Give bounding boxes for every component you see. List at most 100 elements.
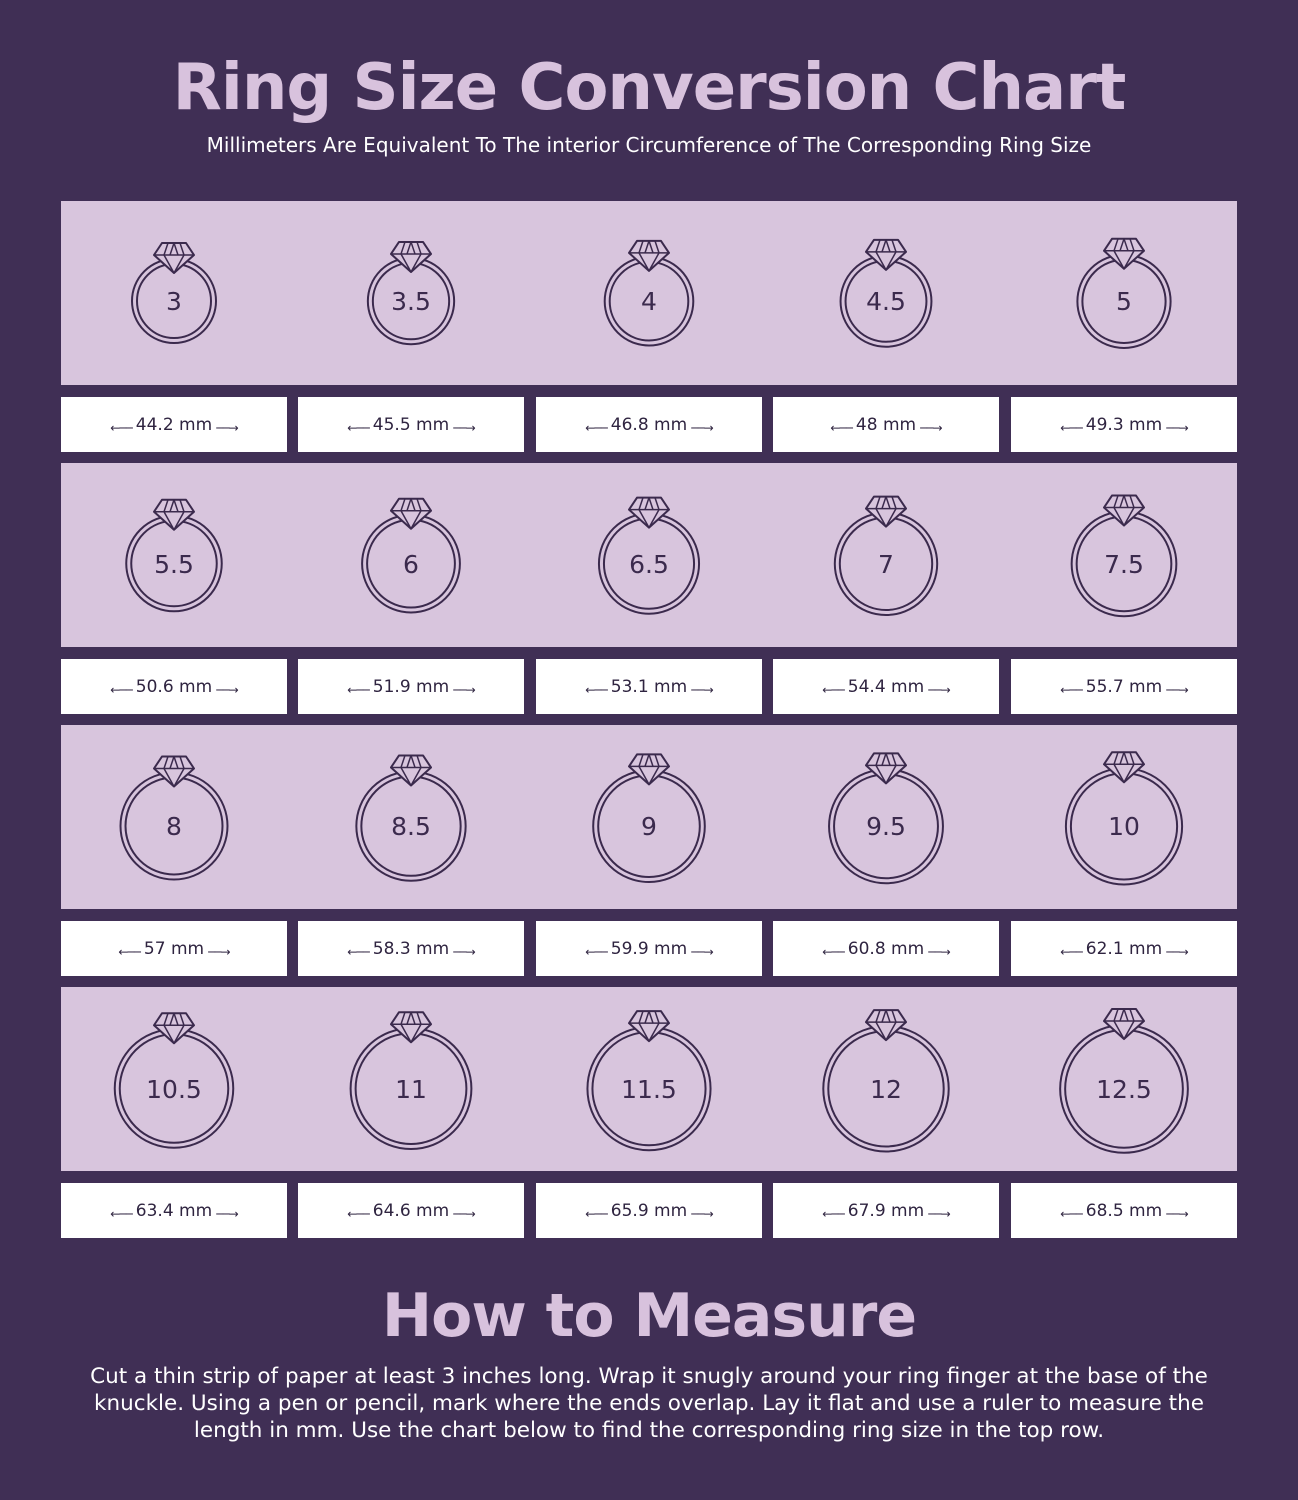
- circumference-value: 45.5 mm: [372, 414, 450, 435]
- ring-size-cell: 9: [536, 725, 762, 909]
- ring-size-cell: 11.5: [536, 987, 762, 1171]
- ring-icon: [125, 498, 223, 613]
- left-arrow-icon: ←──: [110, 420, 132, 435]
- right-arrow-icon: ──→: [453, 682, 475, 697]
- ring-icon: [1059, 1008, 1189, 1154]
- ring-icon: [131, 242, 217, 344]
- left-arrow-icon: ←──: [1060, 682, 1082, 697]
- ring-size-cell: 5: [1011, 201, 1237, 385]
- circumference-box: ←── 58.3 mm ──→: [298, 921, 524, 976]
- ring-icon: [1064, 751, 1184, 886]
- circumference-value: 58.3 mm: [372, 938, 450, 959]
- ring-size-label: 6: [403, 549, 419, 579]
- circumference-value: 51.9 mm: [372, 676, 450, 697]
- right-arrow-icon: ──→: [928, 1206, 950, 1221]
- circumference-box: ←── 60.8 mm ──→: [773, 921, 999, 976]
- diamond-icon: [390, 240, 432, 273]
- diamond-icon: [390, 754, 432, 787]
- circumference-box: ←── 68.5 mm ──→: [1011, 1183, 1237, 1238]
- left-arrow-icon: ←──: [585, 944, 607, 959]
- left-arrow-icon: ←──: [585, 682, 607, 697]
- circumference-box: ←── 65.9 mm ──→: [536, 1183, 762, 1238]
- circumference-value: 54.4 mm: [847, 676, 925, 697]
- left-arrow-icon: ←──: [110, 682, 132, 697]
- right-arrow-icon: ──→: [1166, 1206, 1188, 1221]
- right-arrow-icon: ──→: [216, 1206, 238, 1221]
- ring-row-band: 10.5 11 11.5 12 12.5: [61, 987, 1237, 1171]
- left-arrow-icon: ←──: [1060, 1206, 1082, 1221]
- ring-size-label: 10: [1108, 812, 1140, 842]
- circumference-value: 59.9 mm: [610, 938, 688, 959]
- ring-size-cell: 3.5: [298, 201, 524, 385]
- right-arrow-icon: ──→: [453, 1206, 475, 1221]
- left-arrow-icon: ←──: [1060, 944, 1082, 959]
- circumference-value: 64.6 mm: [372, 1200, 450, 1221]
- circumference-value: 46.8 mm: [610, 414, 688, 435]
- diamond-icon: [390, 497, 432, 530]
- ring-size-label: 11: [395, 1074, 427, 1104]
- diamond-icon: [390, 1011, 432, 1044]
- ring-size-label: 4: [641, 287, 657, 317]
- ring-size-cell: 4: [536, 201, 762, 385]
- ring-icon: [119, 755, 229, 881]
- ring-icon: [1070, 494, 1178, 618]
- ring-icon: [603, 239, 695, 347]
- circumference-box: ←── 51.9 mm ──→: [298, 659, 524, 714]
- ring-size-cell: 6.5: [536, 463, 762, 647]
- diamond-icon: [1103, 237, 1145, 270]
- circumference-value: 49.3 mm: [1085, 414, 1163, 435]
- ring-row-band: 5.5 6 6.5 7 7.5: [61, 463, 1237, 647]
- ring-icon: [349, 1011, 473, 1150]
- ring-size-cell: 7.5: [1011, 463, 1237, 647]
- right-arrow-icon: ──→: [453, 420, 475, 435]
- diamond-icon: [865, 495, 907, 528]
- left-arrow-icon: ←──: [822, 682, 844, 697]
- left-arrow-icon: ←──: [347, 944, 369, 959]
- circumference-value: 63.4 mm: [135, 1200, 213, 1221]
- ring-size-label: 3.5: [391, 287, 431, 317]
- right-arrow-icon: ──→: [928, 682, 950, 697]
- diamond-icon: [628, 496, 670, 529]
- circumference-value: 44.2 mm: [135, 414, 213, 435]
- diamond-icon: [628, 753, 670, 786]
- ring-size-label: 10.5: [146, 1074, 202, 1104]
- ring-size-label: 9: [641, 812, 657, 842]
- circumference-box: ←── 55.7 mm ──→: [1011, 659, 1237, 714]
- ring-size-label: 8.5: [391, 812, 431, 842]
- ring-size-label: 12.5: [1096, 1074, 1152, 1104]
- left-arrow-icon: ←──: [118, 944, 140, 959]
- left-arrow-icon: ←──: [110, 1206, 132, 1221]
- ring-size-label: 6.5: [629, 549, 669, 579]
- page-subtitle: Millimeters Are Equivalent To The interi…: [206, 133, 1092, 157]
- circumference-box: ←── 62.1 mm ──→: [1011, 921, 1237, 976]
- right-arrow-icon: ──→: [453, 944, 475, 959]
- ring-size-cell: 7: [773, 463, 999, 647]
- left-arrow-icon: ←──: [1060, 420, 1082, 435]
- left-arrow-icon: ←──: [347, 420, 369, 435]
- diamond-icon: [1103, 1008, 1145, 1041]
- circumference-box: ←── 46.8 mm ──→: [536, 397, 762, 452]
- diamond-icon: [153, 242, 195, 274]
- ring-icon: [113, 1012, 235, 1149]
- ring-icon: [586, 1010, 712, 1152]
- right-arrow-icon: ──→: [216, 420, 238, 435]
- right-arrow-icon: ──→: [1166, 420, 1188, 435]
- ring-size-cell: 6: [298, 463, 524, 647]
- right-arrow-icon: ──→: [691, 1206, 713, 1221]
- left-arrow-icon: ←──: [822, 1206, 844, 1221]
- circumference-box: ←── 59.9 mm ──→: [536, 921, 762, 976]
- ring-size-label: 3: [166, 287, 182, 316]
- ring-icon: [592, 753, 706, 883]
- left-arrow-icon: ←──: [347, 1206, 369, 1221]
- ring-row-band: 3 3.5 4 4.5 5: [61, 201, 1237, 385]
- left-arrow-icon: ←──: [830, 420, 852, 435]
- ring-size-label: 11.5: [621, 1074, 677, 1104]
- circumference-box: ←── 45.5 mm ──→: [298, 397, 524, 452]
- ring-size-cell: 8: [61, 725, 287, 909]
- circumference-value: 62.1 mm: [1085, 938, 1163, 959]
- ring-size-cell: 11: [298, 987, 524, 1171]
- diamond-icon: [865, 1009, 907, 1042]
- right-arrow-icon: ──→: [216, 682, 238, 697]
- circumference-box: ←── 67.9 mm ──→: [773, 1183, 999, 1238]
- circumference-value: 55.7 mm: [1085, 676, 1163, 697]
